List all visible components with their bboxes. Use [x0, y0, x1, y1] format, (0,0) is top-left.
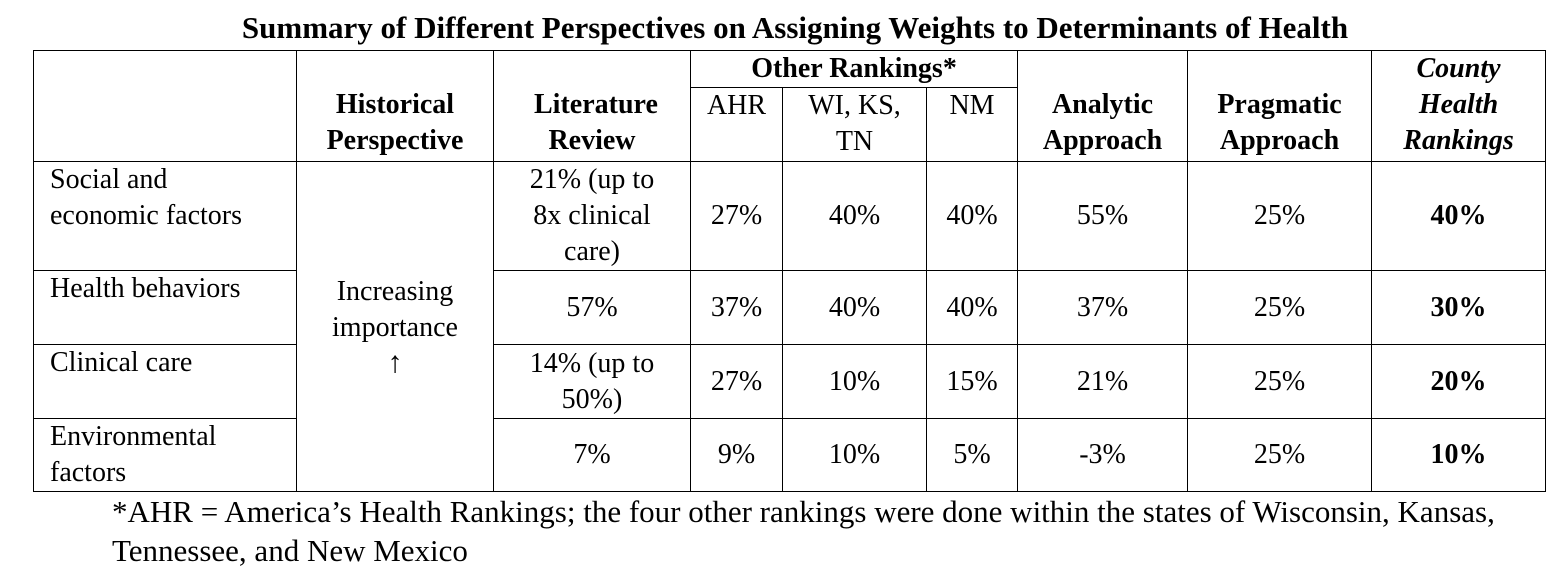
- cell-county-clinical: 20%: [1371, 344, 1547, 419]
- footnote: *AHR = America’s Health Rankings; the fo…: [112, 494, 1495, 568]
- row-label-health-behaviors: Health behaviors: [33, 270, 297, 345]
- row-label-environmental: Environmental factors: [33, 418, 297, 492]
- row-label-clinical-care: Clinical care: [33, 344, 297, 419]
- cell-literature-social: 21% (up to 8x clinical care): [493, 161, 691, 271]
- header-county-health-rankings: County Health Rankings: [1371, 50, 1547, 162]
- header-historical-perspective: Historical Perspective: [296, 50, 494, 162]
- row-label-social-economic: Social and economic factors: [33, 161, 297, 271]
- cell-wikstn-social: 40%: [782, 161, 927, 271]
- cell-pragmatic-environmental: 25%: [1187, 418, 1373, 492]
- cell-ahr-behaviors: 37%: [690, 270, 783, 345]
- cell-county-social: 40%: [1371, 161, 1547, 271]
- cell-analytic-behaviors: 37%: [1017, 270, 1189, 345]
- cell-ahr-clinical: 27%: [690, 344, 783, 419]
- cell-county-environmental: 10%: [1371, 418, 1547, 492]
- historical-text: Increasing importance: [332, 275, 458, 343]
- cell-county-behaviors: 30%: [1371, 270, 1547, 345]
- cell-ahr-social: 27%: [690, 161, 783, 271]
- cell-ahr-environmental: 9%: [690, 418, 783, 492]
- cell-wikstn-environmental: 10%: [782, 418, 927, 492]
- header-analytic-approach: Analytic Approach: [1017, 50, 1189, 162]
- header-wi-ks-tn: WI, KS, TN: [782, 87, 927, 162]
- historical-perspective-cell: Increasing importance ↑: [296, 161, 494, 492]
- determinants-table: Historical Perspective Literature Review…: [33, 50, 1547, 492]
- header-pragmatic-approach: Pragmatic Approach: [1187, 50, 1373, 162]
- cell-nm-environmental: 5%: [925, 418, 1019, 492]
- header-literature-review: Literature Review: [493, 50, 691, 162]
- header-nm: NM: [925, 87, 1019, 162]
- cell-wikstn-clinical: 10%: [782, 344, 927, 419]
- cell-wikstn-behaviors: 40%: [782, 270, 927, 345]
- up-arrow-icon: ↑: [387, 345, 403, 379]
- cell-nm-clinical: 15%: [925, 344, 1019, 419]
- cell-analytic-clinical: 21%: [1017, 344, 1189, 419]
- table-title: Summary of Different Perspectives on Ass…: [241, 10, 1349, 45]
- corner-header-cell: [33, 50, 297, 162]
- cell-literature-environmental: 7%: [493, 418, 691, 492]
- cell-pragmatic-clinical: 25%: [1187, 344, 1373, 419]
- header-ahr: AHR: [690, 87, 783, 162]
- cell-literature-clinical: 14% (up to 50%): [493, 344, 691, 419]
- cell-nm-social: 40%: [925, 161, 1019, 271]
- cell-literature-behaviors: 57%: [493, 270, 691, 345]
- header-other-rankings: Other Rankings*: [689, 50, 1019, 88]
- cell-pragmatic-behaviors: 25%: [1187, 270, 1373, 345]
- cell-analytic-environmental: -3%: [1017, 418, 1189, 492]
- cell-analytic-social: 55%: [1017, 161, 1189, 271]
- cell-pragmatic-social: 25%: [1187, 161, 1373, 271]
- cell-nm-behaviors: 40%: [925, 270, 1019, 345]
